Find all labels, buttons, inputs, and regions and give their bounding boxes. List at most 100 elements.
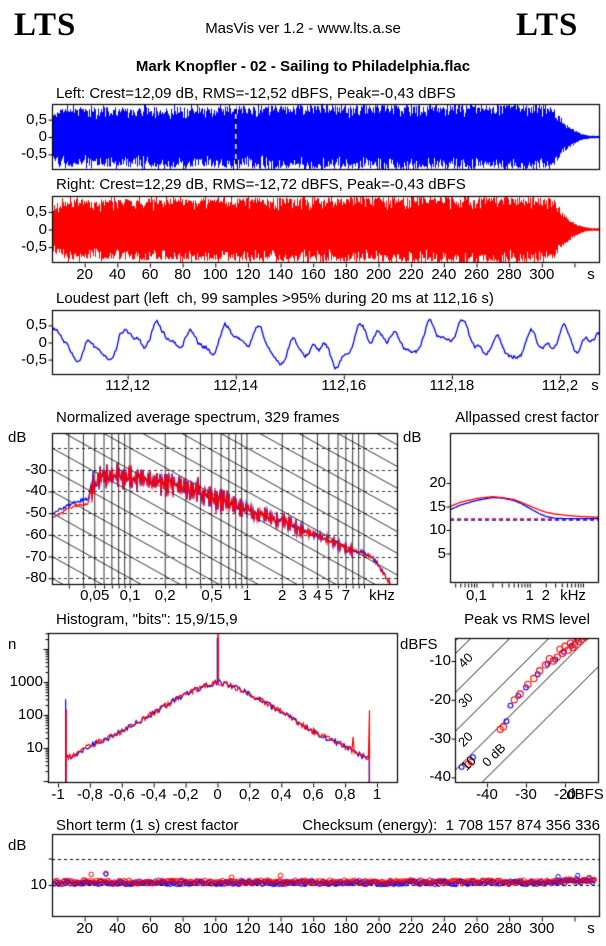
x-tick-label: 0,2	[238, 786, 260, 803]
peak-rms-ylabel: dBFS	[400, 636, 438, 653]
y-tick-label: -80	[25, 569, 47, 587]
x-tick-label: -30	[515, 786, 537, 803]
x-tick-label: 220	[398, 920, 424, 937]
x-tick-label: 100	[202, 920, 228, 937]
y-tick-label: -40	[25, 482, 47, 500]
x-tick-label: 1	[242, 587, 252, 604]
x-tick-label: 0,8	[334, 786, 356, 803]
x-tick-label: -0,8	[76, 786, 103, 803]
spectrum-ylabel: dB	[8, 429, 27, 446]
y-tick-label: 100	[17, 706, 43, 723]
x-tick-label: 240	[431, 266, 457, 283]
y-tick-label: 10	[429, 521, 446, 538]
x-tick-label: 20	[76, 266, 93, 283]
x-axis-unit: kHz	[369, 587, 395, 604]
x-tick-label: 80	[174, 920, 191, 937]
x-tick-label: 5	[324, 587, 333, 604]
x-tick-label: 0,2	[154, 587, 176, 604]
x-tick-label: 112,18	[429, 377, 475, 394]
x-tick-label: 112,14	[213, 377, 259, 394]
x-tick-label: 260	[463, 266, 490, 283]
x-tick-label: 40	[108, 266, 126, 283]
y-tick-label: -0,5	[21, 238, 47, 256]
x-tick-label: 4	[313, 587, 322, 604]
track-title: Mark Knopfler - 02 - Sailing to Philadel…	[135, 58, 471, 75]
x-tick-label: 180	[333, 920, 359, 937]
y-tick-label: -40	[429, 768, 451, 786]
spectrum-title: Normalized average spectrum, 329 frames	[56, 409, 340, 426]
histogram-title: Histogram, "bits": 15,9/15,9	[56, 611, 238, 628]
x-tick-label: 160	[300, 920, 326, 937]
x-tick-label: -0,2	[172, 786, 199, 803]
y-tick-label: -10	[429, 652, 451, 669]
x-tick-label: 200	[366, 920, 392, 937]
x-tick-label: 280	[496, 920, 522, 937]
right-channel-stats: Right: Crest=12,29 dB, RMS=-12,72 dBFS, …	[56, 176, 466, 193]
x-axis-unit: s	[591, 377, 599, 394]
x-tick-label: 20	[76, 920, 93, 937]
x-tick-label: -0,6	[108, 786, 135, 803]
x-tick-label: -40	[476, 786, 498, 803]
x-tick-label: 112,16	[321, 377, 367, 394]
x-axis-unit: s	[587, 266, 595, 283]
masvis-version-text: MasVis ver 1.2 - www.lts.a.se	[205, 20, 401, 37]
x-tick-label: 60	[141, 266, 159, 283]
x-tick-label: 240	[431, 920, 457, 937]
y-tick-label: 15	[429, 497, 446, 515]
y-tick-label: 20	[429, 474, 446, 491]
short-crest-title: Short term (1 s) crest factor	[56, 817, 239, 834]
lts-logo-right: LTS	[516, 7, 579, 43]
y-tick-label: 10	[26, 739, 43, 756]
x-axis-unit: s	[587, 920, 595, 937]
allpassed-ylabel: dB	[403, 429, 422, 446]
short-crest-ylabel: dB	[8, 837, 27, 854]
x-tick-label: 40	[108, 920, 126, 937]
y-tick-label: -70	[25, 547, 47, 565]
x-tick-label: 1	[525, 587, 534, 604]
x-tick-label: 2	[541, 587, 550, 604]
y-tick-label: 0,5	[26, 316, 47, 334]
x-tick-label: 112,12	[105, 377, 151, 394]
x-tick-label: -20	[554, 786, 576, 803]
y-tick-label: 5	[437, 544, 446, 562]
x-tick-label: 0,4	[270, 786, 292, 803]
x-tick-label: 0,1	[119, 587, 141, 604]
left-channel-stats: Left: Crest=12,09 dB, RMS=-12,52 dBFS, P…	[56, 85, 456, 102]
y-tick-label: 1000	[9, 673, 43, 690]
peak-rms-title: Peak vs RMS level	[464, 611, 590, 628]
y-tick-label: -20	[429, 690, 451, 708]
y-tick-label: 0,5	[26, 202, 47, 220]
y-tick-label: 0	[38, 333, 47, 351]
x-tick-label: 140	[268, 266, 294, 283]
lts-logo-left: LTS	[14, 7, 77, 43]
x-tick-label: 80	[174, 266, 191, 283]
x-tick-label: -0,4	[140, 786, 167, 803]
x-tick-label: 300	[529, 920, 555, 937]
allpassed-title: Allpassed crest factor	[455, 409, 599, 426]
x-tick-label: 260	[463, 920, 490, 937]
y-tick-label: 0,5	[26, 110, 47, 128]
x-tick-label: 220	[398, 266, 424, 283]
x-tick-label: -1	[51, 786, 65, 803]
x-tick-label: 1	[372, 786, 382, 803]
loudest-part-title: Loudest part (left ch, 99 samples >95% d…	[56, 290, 494, 307]
y-tick-label: 10	[30, 876, 47, 893]
y-tick-label: -50	[25, 504, 47, 522]
x-tick-label: 280	[496, 266, 522, 283]
y-tick-label: -60	[25, 525, 47, 543]
x-tick-label: 120	[235, 920, 261, 937]
x-tick-label: 3	[298, 587, 307, 604]
x-tick-label: 0,5	[201, 587, 223, 604]
y-tick-label: -0,5	[21, 145, 47, 163]
y-tick-label: 0	[38, 220, 47, 238]
x-tick-label: 112,2	[541, 377, 579, 394]
checksum-text: Checksum (energy): 1 708 157 874 356 336	[302, 817, 600, 834]
x-tick-label: 0,6	[302, 786, 324, 803]
x-tick-label: 0,05	[80, 587, 110, 604]
histogram-ylabel: n	[8, 636, 17, 653]
x-tick-label: 160	[300, 266, 326, 283]
x-tick-label: 180	[333, 266, 359, 283]
x-axis-unit: dBFS	[566, 786, 604, 803]
x-tick-label: 60	[141, 920, 159, 937]
